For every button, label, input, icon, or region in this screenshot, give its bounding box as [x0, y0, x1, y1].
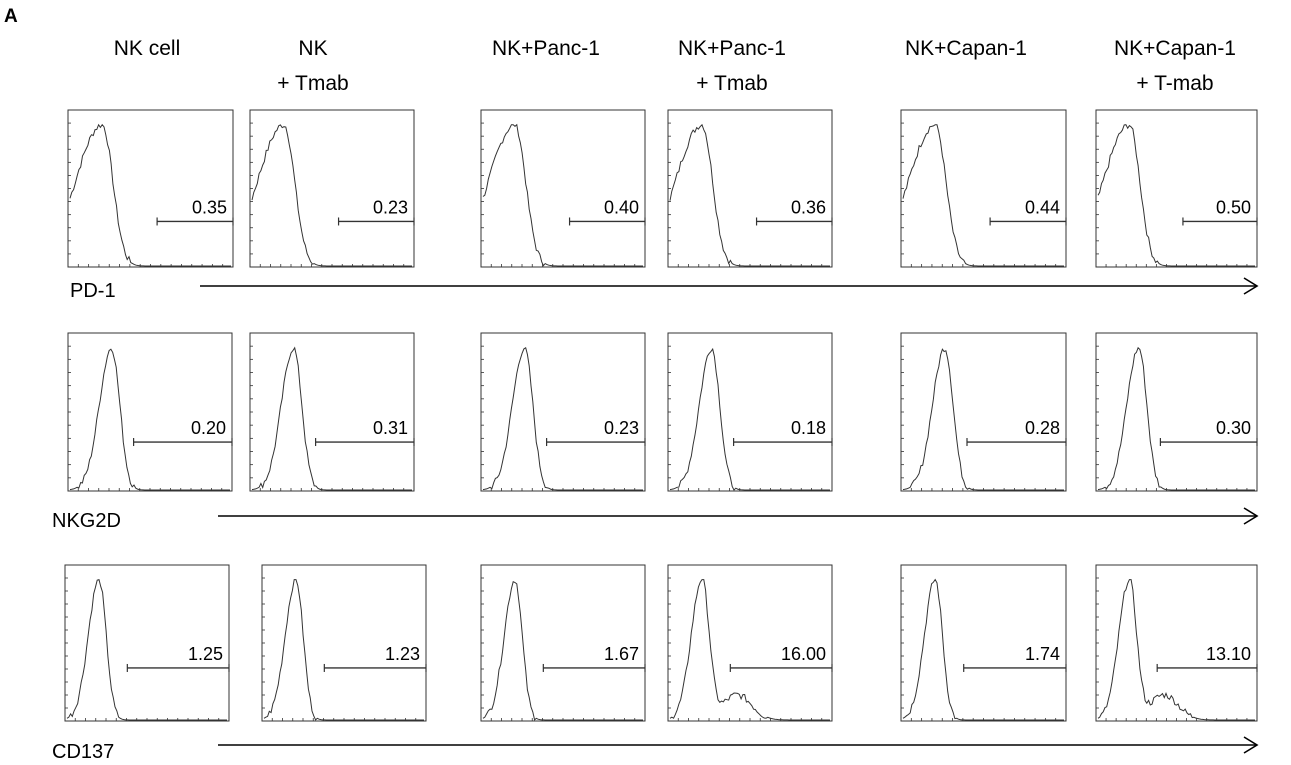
histogram-curve	[69, 348, 230, 491]
gate-percent-label: 0.20	[191, 418, 226, 438]
plot-frame	[249, 332, 415, 492]
plot-frame	[67, 332, 233, 492]
histogram-curve	[69, 123, 231, 267]
plot-frame	[667, 332, 833, 492]
histogram-curve	[1097, 579, 1255, 721]
gate-percent-label: 0.50	[1216, 197, 1251, 217]
gate-percent-label: 0.36	[791, 197, 826, 217]
column-header-line1: NK	[298, 37, 327, 60]
histogram-panel: 0.23	[249, 109, 415, 268]
histogram-curve	[251, 124, 412, 267]
histogram-panel: 1.67	[480, 564, 646, 722]
histogram-curve	[669, 347, 830, 491]
gate-percent-label: 13.10	[1206, 644, 1251, 664]
histogram-panel: 0.44	[900, 109, 1067, 268]
histogram-curve	[902, 578, 1064, 721]
gate-percent-label: 16.00	[781, 644, 826, 664]
histogram-panel: 0.18	[667, 332, 833, 492]
histogram-panel: 0.35	[67, 109, 234, 268]
histogram-panel: 0.36	[667, 109, 833, 268]
gate-percent-label: 0.23	[373, 197, 408, 217]
column-header-line1: NK cell	[114, 37, 181, 60]
gate-percent-label: 1.67	[604, 644, 639, 664]
column-header-line1: NK+Panc-1	[492, 37, 600, 60]
column-header-line1: NK+Capan-1	[1114, 37, 1236, 60]
plot-frame	[667, 109, 833, 268]
histogram-curve	[263, 579, 424, 721]
gate-percent-label: 0.18	[791, 418, 826, 438]
histogram-curve	[902, 348, 1064, 491]
histogram-panel: 0.40	[480, 109, 646, 268]
histogram-panel: 1.74	[900, 564, 1067, 722]
gate-percent-label: 0.40	[604, 197, 639, 217]
histogram-curve	[66, 578, 227, 721]
axis-arrow-head	[1243, 736, 1259, 754]
histogram-panel: 0.50	[1095, 109, 1258, 268]
histogram-panel: 0.28	[900, 332, 1067, 492]
histogram-curve	[482, 581, 643, 721]
plot-frame	[480, 332, 646, 492]
column-header-line2: + Tmab	[277, 72, 348, 95]
gate-percent-label: 0.23	[604, 418, 639, 438]
column-headers: NK cell NK + Tmab NK+Panc-1 NK+Panc-1 + Tmab N…	[114, 37, 1236, 95]
column-header-line1: NK+Capan-1	[905, 37, 1027, 60]
marker-row-cd137: 1.25 1.23 1.67 16.00 1.74 13.10 CD137	[52, 564, 1259, 763]
plot-frame	[1095, 109, 1258, 268]
histogram-panel: 13.10	[1095, 564, 1258, 722]
plot-frame	[1095, 332, 1258, 492]
gate-percent-label: 1.23	[385, 644, 420, 664]
histogram-curve	[482, 347, 643, 491]
axis-arrow-head	[1243, 277, 1259, 295]
histogram-curve	[669, 579, 830, 721]
column-header-line1: NK+Panc-1	[678, 37, 786, 60]
gate-percent-label: 0.44	[1025, 197, 1060, 217]
histogram-panel: 0.31	[249, 332, 415, 492]
marker-label: PD-1	[70, 280, 116, 302]
marker-label: NKG2D	[52, 510, 121, 532]
marker-label: CD137	[52, 741, 114, 763]
axis-arrow-head	[1243, 507, 1259, 525]
histogram-curve	[1097, 346, 1255, 491]
gate-percent-label: 0.35	[192, 197, 227, 217]
histogram-grid: 0.35 0.23 0.40 0.36 0.44 0.50 PD-1 0.20 0.31 0.23…	[52, 109, 1259, 763]
gate-percent-label: 0.31	[373, 418, 408, 438]
gate-percent-label: 0.28	[1025, 418, 1060, 438]
histogram-panel: 0.30	[1095, 332, 1258, 492]
plot-frame	[900, 332, 1067, 492]
histogram-panel: 16.00	[667, 564, 833, 722]
marker-row-nkg2d: 0.20 0.31 0.23 0.18 0.28 0.30 NKG2D	[52, 332, 1259, 532]
plot-frame	[900, 109, 1067, 268]
histogram-curve	[482, 123, 643, 267]
gate-percent-label: 1.25	[188, 644, 223, 664]
gate-percent-label: 1.74	[1025, 644, 1060, 664]
panel-letter: A	[4, 6, 18, 27]
plot-frame	[67, 109, 234, 268]
histogram-panel: 1.25	[64, 564, 230, 722]
gate-percent-label: 0.30	[1216, 418, 1251, 438]
histogram-curve	[669, 123, 830, 267]
histogram-curve	[251, 346, 412, 491]
histogram-curve	[1097, 124, 1255, 267]
column-header-line2: + Tmab	[696, 72, 767, 95]
histogram-panel: 0.23	[480, 332, 646, 492]
marker-row-pd-1: 0.35 0.23 0.40 0.36 0.44 0.50 PD-1	[67, 109, 1259, 302]
histogram-curve	[902, 124, 1064, 267]
histogram-panel: 0.20	[67, 332, 233, 492]
histogram-panel: 1.23	[261, 564, 427, 722]
column-header-line2: + T-mab	[1136, 72, 1213, 95]
